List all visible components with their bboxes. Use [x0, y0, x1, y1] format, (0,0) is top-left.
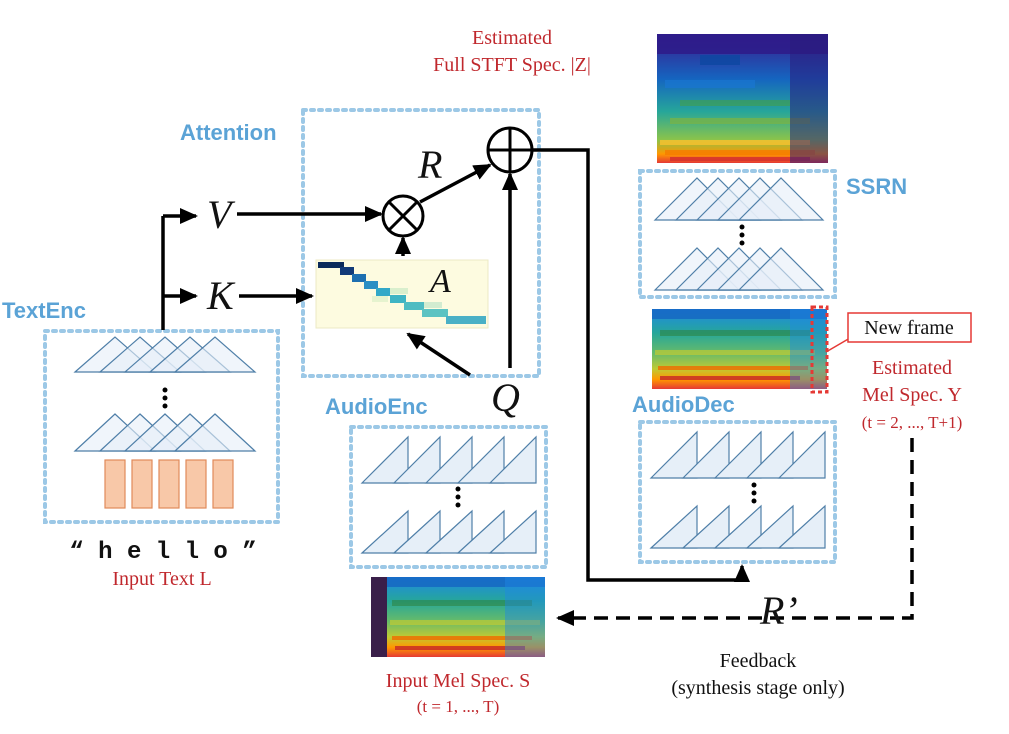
audiodec-box	[638, 420, 837, 564]
input-mel-spectrogram	[371, 577, 545, 657]
estimated-mel-label-line3: (t = 2, ..., T+1)	[862, 413, 963, 432]
attention-label: Attention	[180, 120, 277, 145]
input-mel-label-line2: (t = 1, ..., T)	[417, 697, 499, 716]
estimated-mel-label-line2: Mel Spec. Y	[862, 384, 962, 406]
estimated-full-label-line1: Estimated	[472, 27, 552, 49]
audiodec-ellipsis	[751, 482, 757, 504]
attention-box	[301, 108, 541, 378]
new-frame-label: New frame	[864, 317, 954, 339]
textenc-conv-layer-bottom	[73, 413, 257, 452]
ssrn-ellipsis	[739, 224, 745, 246]
input-text-label: Input Text L	[112, 568, 211, 590]
estimated-mel-spectrogram	[652, 309, 827, 389]
variable-v: V	[207, 192, 236, 237]
feedback-label-line1: Feedback	[720, 650, 797, 672]
arrow-r-to-add	[419, 163, 492, 204]
textenc-box	[43, 329, 280, 524]
ssrn-box	[638, 169, 837, 299]
estimated-mel-label-line1: Estimated	[872, 357, 952, 379]
full-stft-spectrogram	[657, 34, 828, 163]
audioenc-conv-layer-top	[360, 435, 537, 484]
textenc-conv-layer-top	[73, 336, 257, 373]
multiply-operator	[381, 194, 425, 238]
textenc-ellipsis	[162, 387, 168, 409]
variable-r: R	[417, 142, 442, 187]
estimated-full-label-line2: Full STFT Spec. |Z|	[433, 54, 591, 76]
attention-a-label: A	[428, 263, 451, 300]
audiodec-label: AudioDec	[632, 392, 735, 417]
audiodec-conv-layer-bottom	[649, 504, 826, 549]
ssrn-conv-layer-top	[653, 177, 825, 221]
feedback-dashed-arrow	[556, 438, 914, 626]
add-operator	[486, 126, 534, 174]
variable-k: K	[206, 273, 236, 318]
audioenc-conv-layer-bottom	[360, 509, 537, 554]
audioenc-ellipsis	[455, 486, 461, 508]
feedback-label-line2: (synthesis stage only)	[671, 677, 844, 699]
new-frame-pointer	[825, 337, 851, 353]
ssrn-conv-layer-bottom	[653, 247, 825, 291]
variable-r-prime: R’	[759, 588, 798, 633]
ssrn-label: SSRN	[846, 174, 907, 199]
input-mel-label-line1: Input Mel Spec. S	[386, 670, 530, 692]
character-embedding	[104, 459, 234, 509]
textenc-label: TextEnc	[2, 298, 86, 323]
audioenc-label: AudioEnc	[325, 394, 428, 419]
audiodec-conv-layer-top	[649, 430, 826, 479]
variable-q: Q	[491, 375, 520, 420]
arrow-add-to-audiodec	[532, 148, 750, 582]
input-text-hello: “ h e l l o ”	[69, 539, 256, 566]
textenc-output-arrows	[161, 208, 198, 330]
new-frame-callout	[847, 312, 972, 343]
audioenc-box	[349, 425, 548, 569]
arrow-q-to-attention	[406, 332, 471, 377]
new-frame-highlight	[810, 305, 829, 394]
attention-matrix	[315, 259, 489, 329]
